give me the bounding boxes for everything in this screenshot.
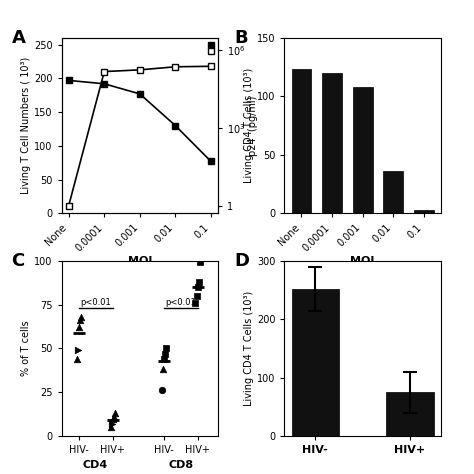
Bar [292,70,311,213]
Point [194,283,201,291]
Point [161,350,168,357]
X-axis label: MOI: MOI [350,256,375,266]
Text: B: B [234,29,248,47]
Bar [386,392,434,436]
Y-axis label: p24  (pg/ml): p24 (pg/ml) [248,95,258,156]
Point [77,313,85,320]
Legend: , : , [208,41,215,55]
Point [158,387,165,394]
Point [191,299,199,307]
Bar [383,171,403,213]
Y-axis label: % of T cells: % of T cells [21,320,31,376]
Point [111,410,118,417]
Point [109,415,117,422]
Point [110,413,118,420]
Text: C: C [11,252,25,270]
Bar [322,73,342,213]
Y-axis label: Living CD4 T Cells (10³): Living CD4 T Cells (10³) [244,291,254,406]
Y-axis label: Living CD4 T Cells (10³): Living CD4 T Cells (10³) [244,68,254,183]
X-axis label: MOI: MOI [128,256,152,266]
Text: A: A [11,29,26,47]
Point [75,324,82,331]
Text: p<0.01: p<0.01 [165,299,196,308]
Point [160,355,167,363]
Text: p<0.01: p<0.01 [80,299,111,308]
Text: D: D [234,252,249,270]
Point [159,365,167,373]
Bar [353,87,373,213]
Y-axis label: Living T Cell Numbers ( 10³): Living T Cell Numbers ( 10³) [21,57,31,194]
Point [73,355,81,363]
Text: CD4: CD4 [83,460,108,470]
Point [107,424,114,431]
Point [76,317,84,324]
Point [195,278,203,285]
Bar [414,210,434,213]
Text: CD8: CD8 [168,460,193,470]
Point [193,292,201,300]
Bar [292,289,339,436]
Point [108,420,116,428]
Point [74,346,82,354]
Point [196,259,204,266]
Point [162,345,170,352]
